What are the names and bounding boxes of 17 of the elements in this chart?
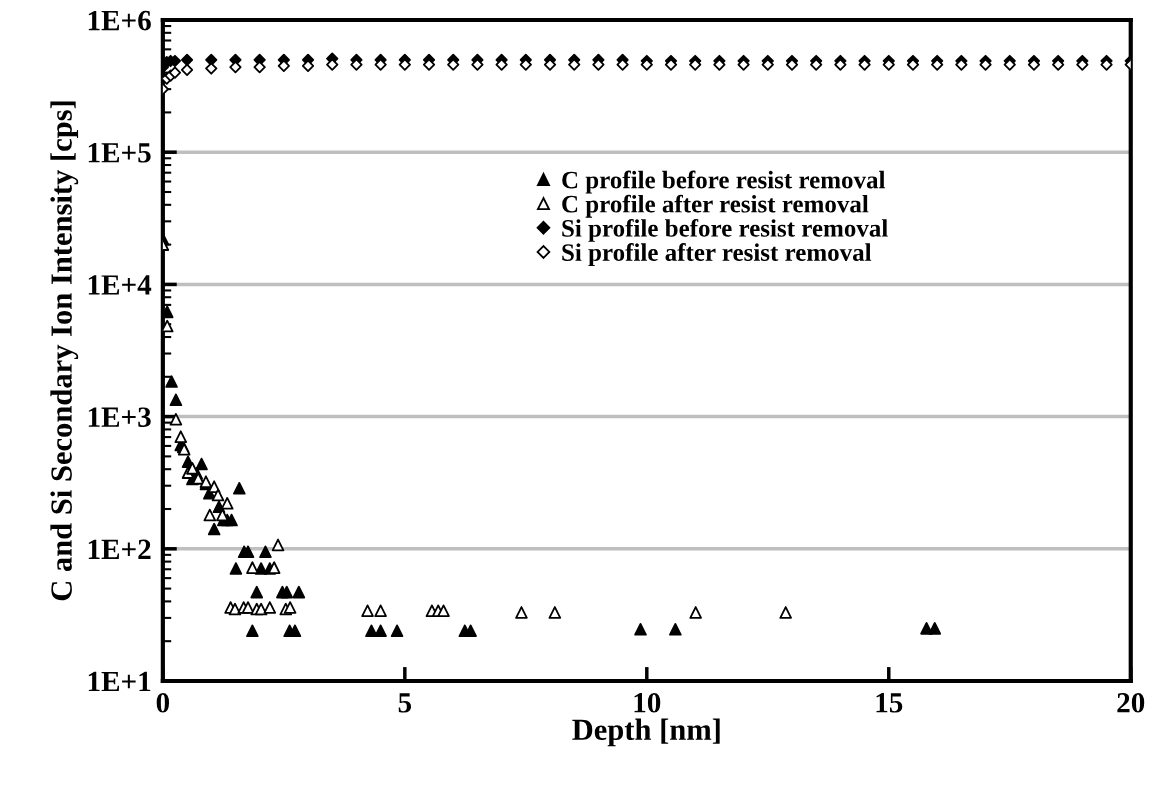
legend-label: Si profile before resist removal	[562, 218, 888, 242]
x-tick-label: 10	[634, 692, 661, 713]
y-tick-label: 1E+6	[88, 10, 151, 31]
y-tick-label: 1E+3	[88, 407, 151, 428]
x-axis-title: Depth [nm]	[572, 718, 720, 747]
legend-label: Si profile after resist removal	[562, 243, 872, 267]
legend-label: C profile after resist removal	[562, 194, 869, 218]
y-tick-label: 1E+4	[88, 275, 152, 295]
x-tick-label: 20	[1117, 692, 1145, 713]
x-tick-label: 0	[156, 692, 170, 713]
y-axis-title: C and Si Secondary Ion Intensity [cps]	[50, 101, 79, 601]
y-tick-label: 1E+1	[88, 671, 151, 692]
y-tick-label: 1E+2	[88, 539, 151, 559]
x-tick-label: 5	[398, 693, 412, 713]
x-tick-label: 15	[876, 693, 903, 713]
y-tick-label: 1E+5	[88, 143, 151, 163]
legend-label: C profile before resist removal	[562, 170, 886, 194]
